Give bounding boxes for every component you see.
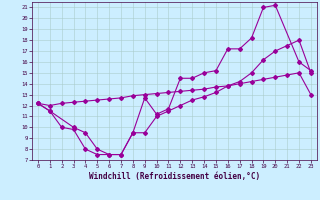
X-axis label: Windchill (Refroidissement éolien,°C): Windchill (Refroidissement éolien,°C) [89,172,260,181]
